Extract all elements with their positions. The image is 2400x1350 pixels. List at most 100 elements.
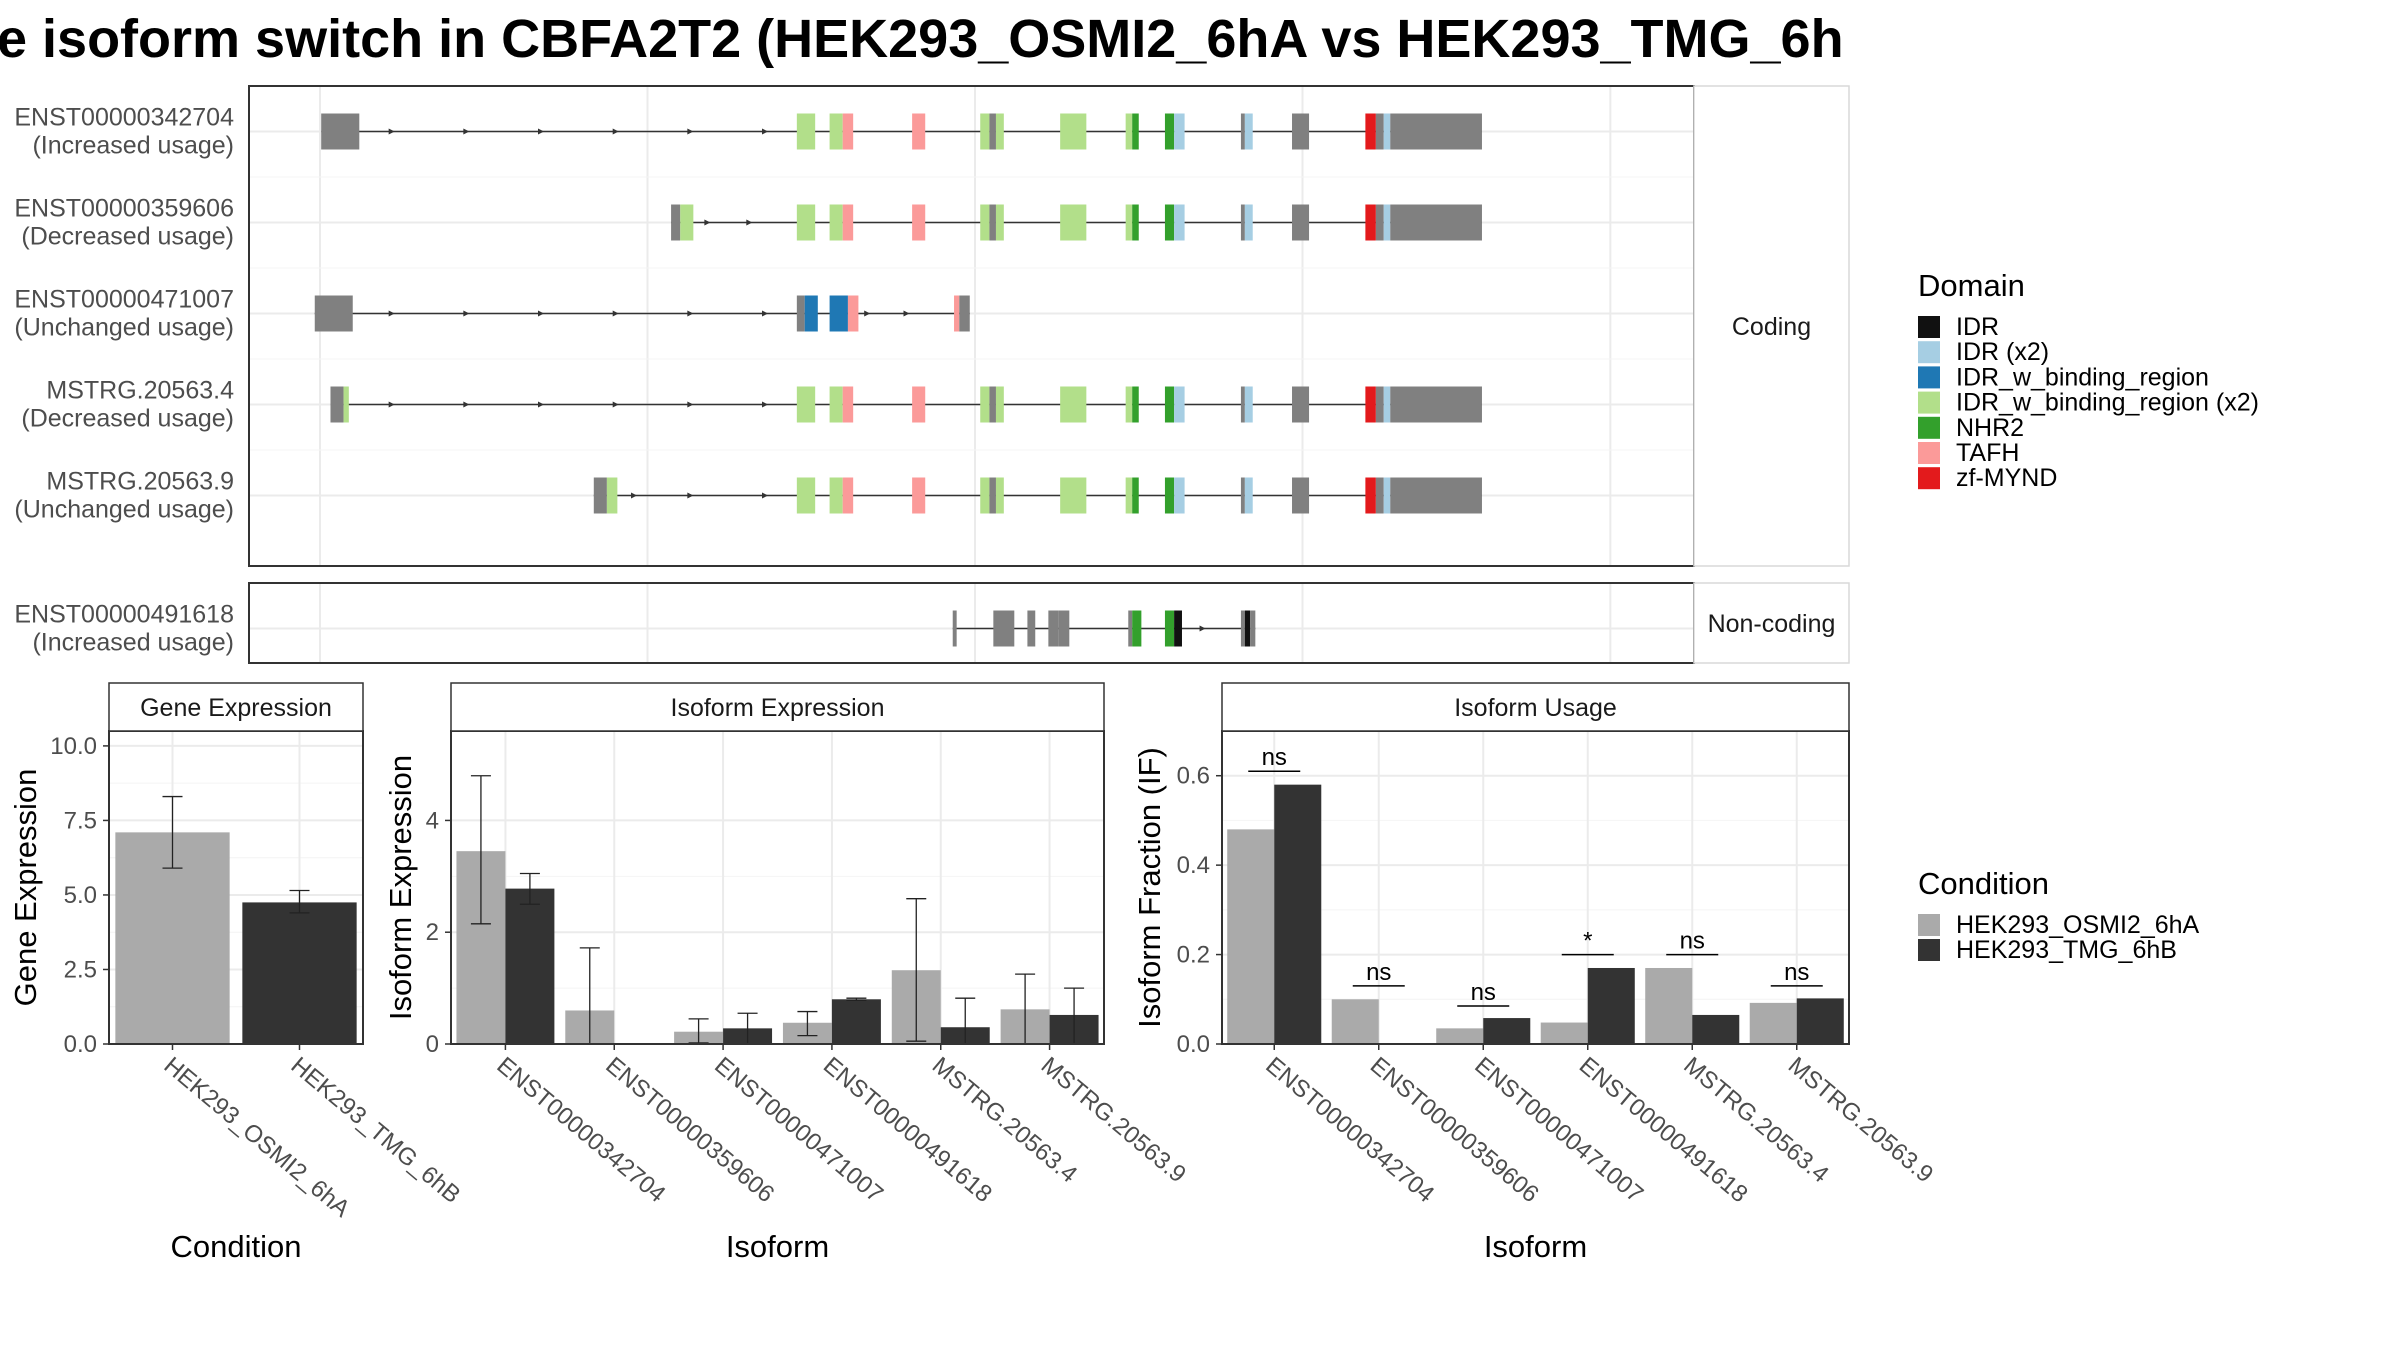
strand-arrow: [762, 492, 769, 499]
condition-legend-label: HEK293_OSMI2_6hA: [1956, 911, 2200, 939]
condition-legend-swatch: [1918, 939, 1940, 961]
bar: [1436, 1028, 1484, 1044]
exon-segment: [912, 477, 926, 514]
exon-segment: [314, 295, 353, 332]
transcript-usage-label: (Unchanged usage): [14, 496, 234, 524]
domain-legend-swatch: [1918, 416, 1940, 439]
exon-segment: [842, 386, 854, 423]
exon-segment: [1240, 477, 1245, 514]
exon-segment: [995, 477, 1004, 514]
strand-arrow: [631, 492, 638, 499]
chart-panel-bg: [1222, 731, 1849, 1044]
bar: [242, 902, 357, 1044]
chart-strip: [1221, 682, 1850, 732]
exon-segment: [1292, 386, 1310, 423]
exon-segment: [321, 113, 360, 150]
strand-arrow: [704, 219, 711, 226]
transcript-usage-label: (Increased usage): [32, 629, 234, 657]
significance-label: ns: [1366, 959, 1391, 986]
exon-segment: [680, 204, 694, 241]
exon-segment: [1132, 477, 1139, 514]
exon-segment: [842, 477, 854, 514]
strand-arrow: [538, 128, 545, 135]
strand-arrow: [1199, 625, 1206, 632]
bar: [1227, 829, 1275, 1044]
exon-segment: [593, 477, 607, 514]
exon-segment: [1164, 610, 1175, 647]
domain-legend-label: TAFH: [1956, 439, 2019, 467]
domain-legend-swatch: [1918, 391, 1940, 414]
exon-segment: [989, 386, 996, 423]
y-axis-title: Gene Expression: [8, 769, 43, 1007]
domain-legend-label: IDR_w_binding_region: [1956, 363, 2209, 391]
exon-segment: [989, 204, 996, 241]
exon-segment: [1174, 386, 1185, 423]
y-tick-label: 0: [426, 1031, 439, 1058]
exon-segment: [912, 204, 926, 241]
exon-segment: [796, 386, 816, 423]
significance-label: ns: [1262, 744, 1287, 771]
exon-segment: [1174, 113, 1185, 150]
y-tick-label: 10.0: [50, 733, 97, 760]
y-tick-label: 0.4: [1177, 852, 1210, 879]
bar: [505, 888, 555, 1044]
x-tick-label: ENST00000491618: [1574, 1052, 1753, 1208]
domain-legend-title: Domain: [1918, 268, 2025, 303]
strand-arrow: [762, 310, 769, 317]
exon-segment: [1383, 204, 1391, 241]
exon-segment: [989, 113, 996, 150]
exon-segment: [912, 113, 926, 150]
exon-segment: [1390, 113, 1482, 150]
exon-segment: [829, 477, 843, 514]
domain-legend-label: zf-MYND: [1956, 464, 2057, 492]
exon-segment: [1365, 386, 1376, 423]
y-tick-label: 2: [426, 919, 439, 946]
exon-segment: [1390, 204, 1482, 241]
exon-segment: [1240, 610, 1245, 647]
significance-label: ns: [1471, 979, 1496, 1006]
domain-legend-label: IDR (x2): [1956, 338, 2049, 366]
domain-legend-swatch: [1918, 341, 1940, 364]
exon-segment: [804, 295, 818, 332]
condition-legend-label: HEK293_TMG_6hB: [1956, 936, 2177, 964]
y-tick-label: 0.0: [64, 1031, 97, 1058]
domain-legend-label: NHR2: [1956, 414, 2024, 442]
exon-segment: [1365, 113, 1376, 150]
x-tick-label: ENST00000359606: [1365, 1052, 1544, 1208]
exon-segment: [1240, 386, 1245, 423]
x-tick-label: ENST00000471007: [1469, 1052, 1648, 1208]
exon-segment: [1240, 113, 1245, 150]
domain-legend-label: IDR: [1956, 313, 1999, 341]
chart-strip: [450, 682, 1105, 732]
exon-segment: [1244, 113, 1253, 150]
strand-arrow: [388, 401, 395, 408]
exon-segment: [829, 204, 843, 241]
domain-legend-swatch: [1918, 442, 1940, 464]
exon-segment: [1383, 477, 1391, 514]
strand-arrow: [746, 219, 753, 226]
exon-segment: [1390, 386, 1482, 423]
exon-segment: [330, 386, 344, 423]
exon-segment: [1365, 477, 1376, 514]
y-tick-label: 2.5: [64, 956, 97, 983]
exon-segment: [1383, 386, 1391, 423]
bar: [1692, 1014, 1740, 1044]
transcript-id-label: ENST00000342704: [14, 104, 234, 132]
domain-legend-swatch: [1918, 366, 1940, 389]
chart-title: Isoform Expression: [671, 694, 885, 722]
bar: [1331, 999, 1379, 1044]
bar: [1274, 784, 1322, 1044]
significance-label: *: [1583, 928, 1592, 955]
strand-arrow: [612, 401, 619, 408]
exon-segment: [1164, 477, 1175, 514]
exon-segment: [1060, 477, 1087, 514]
y-axis-title: Isoform Fraction (IF): [1132, 747, 1167, 1028]
exon-segment: [1365, 204, 1376, 241]
exon-segment: [1244, 477, 1253, 514]
y-tick-label: 0.2: [1177, 942, 1210, 969]
exon-segment: [671, 204, 681, 241]
exon-segment: [606, 477, 618, 514]
exon-segment: [1125, 477, 1133, 514]
